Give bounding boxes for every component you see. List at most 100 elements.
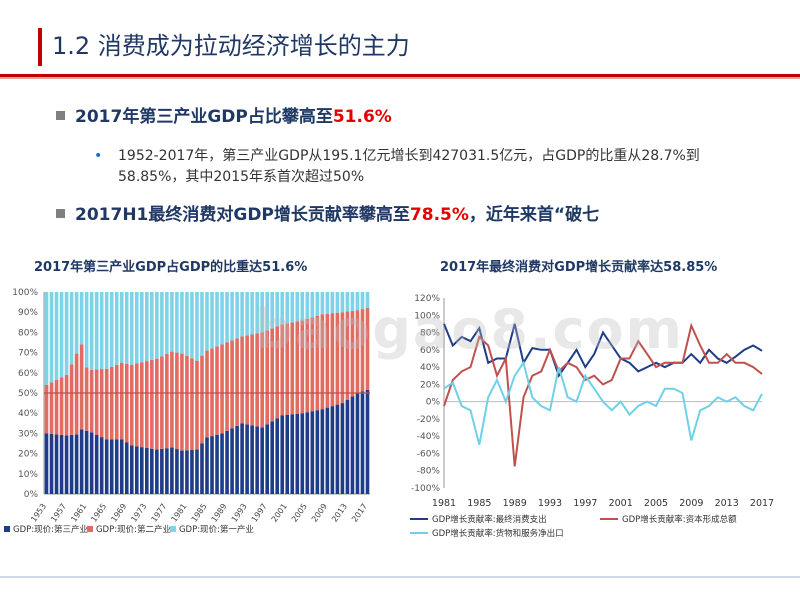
bar-secondary [280, 324, 285, 416]
title-accent-bar [38, 28, 42, 66]
y-tick-label: -100% [411, 484, 440, 494]
bar-secondary [79, 344, 84, 430]
legend-swatch [4, 526, 10, 532]
bar-primary [129, 292, 134, 365]
bar-secondary [205, 350, 209, 438]
bar-tertiary [44, 433, 49, 494]
bar-tertiary [94, 434, 99, 494]
y-tick-label: -60% [417, 449, 441, 459]
bar-tertiary [310, 411, 315, 494]
bar-tertiary [235, 425, 239, 494]
bar-secondary [350, 310, 355, 397]
bar-secondary [145, 361, 149, 448]
bar-primary [155, 292, 159, 359]
bar-primary [205, 292, 209, 351]
bar-primary [99, 292, 104, 370]
y-tick-label: 90% [18, 308, 38, 318]
y-tick-label: 60% [18, 369, 38, 379]
bar-secondary [139, 362, 144, 448]
bar-primary [345, 292, 350, 312]
bar-primary [240, 292, 244, 337]
bar-secondary [59, 377, 64, 435]
bar-secondary [129, 364, 134, 446]
x-tick-label: 2001 [609, 498, 633, 509]
bar-secondary [345, 311, 350, 400]
legend-label: GDP增长贡献率:货物和服务净出口 [432, 528, 564, 539]
line-capital-formation [443, 322, 763, 467]
bar-primary [230, 292, 234, 341]
bar-tertiary [200, 443, 204, 494]
bar-secondary [315, 315, 320, 411]
bar-secondary [124, 363, 129, 443]
bar-tertiary [295, 413, 300, 494]
bar-tertiary [345, 399, 350, 494]
bullet-3: 2017H1最终消费对GDP增长贡献率攀高至78.5%，近年来首“破七 [56, 200, 599, 225]
line-final-consumption [443, 323, 763, 378]
bar-primary [119, 292, 124, 363]
bar-tertiary [109, 439, 114, 494]
y-tick-label: -80% [417, 467, 441, 477]
x-tick-label: 1961 [69, 502, 88, 524]
bar-tertiary [134, 446, 139, 494]
bar-tertiary [79, 429, 84, 494]
bar-tertiary [145, 447, 149, 494]
x-tick-label: 2013 [715, 498, 739, 509]
bar-secondary [94, 369, 99, 435]
bar-tertiary [49, 433, 54, 494]
bar-secondary [365, 307, 370, 390]
bar-primary [315, 292, 320, 316]
bar-secondary [285, 323, 290, 415]
bullet-3-highlight: 78.5% [409, 205, 469, 225]
bar-primary [69, 292, 74, 365]
bar-secondary [74, 353, 79, 435]
y-tick-label: 20% [18, 450, 38, 460]
bar-primary [150, 292, 154, 360]
bar-tertiary [245, 424, 249, 494]
bar-secondary [295, 321, 300, 414]
left-chart-stacked-bars: 0% 10% 20% 30% 40% 50% 60% 70% 80% 90% 100% 1953 195… [4, 288, 370, 535]
bar-secondary [325, 313, 330, 408]
bar-primary [210, 292, 214, 349]
bar-secondary [260, 332, 264, 428]
bar-primary [310, 292, 315, 318]
bullet-2: • 1952-2017年，第三产业GDP从195.1亿元增长到427031.5亿… [94, 146, 758, 188]
bar-secondary [160, 356, 164, 449]
x-tick-label: 1973 [129, 502, 148, 524]
bar-primary [139, 292, 144, 363]
line-net-exports [443, 360, 763, 446]
x-tick-label: 1965 [89, 502, 108, 524]
bar-primary [220, 292, 224, 345]
bar-primary [360, 292, 365, 310]
x-tick-label: 1997 [250, 502, 269, 524]
bar-tertiary [255, 426, 259, 494]
bar-primary [355, 292, 360, 311]
legend-swatch [169, 526, 176, 532]
y-tick-label: 30% [18, 429, 38, 439]
bar-primary [64, 292, 69, 375]
bar-primary [305, 292, 310, 319]
x-tick-label: 2017 [750, 498, 774, 509]
square-bullet-icon [56, 209, 65, 218]
bar-primary [185, 292, 189, 356]
x-tick-label: 1981 [432, 498, 456, 509]
bar-tertiary [225, 430, 229, 494]
bar-tertiary [119, 439, 124, 494]
y-tick-label: 10% [18, 470, 38, 480]
bar-tertiary [365, 389, 370, 494]
bar-tertiary [59, 434, 64, 494]
bullet-3-text: 2017H1最终消费对GDP增长贡献率攀高至 [75, 205, 410, 225]
legend-label: GDP:现价:第二产业 [96, 524, 171, 535]
bar-secondary [175, 352, 179, 450]
bar-secondary [265, 330, 269, 425]
bar-primary [89, 292, 94, 370]
bar-primary [235, 292, 239, 339]
dot-bullet-icon: • [94, 148, 103, 164]
bar-primary [195, 292, 199, 361]
bar-secondary [165, 353, 169, 449]
x-tick-label: 2009 [310, 502, 329, 524]
bar-secondary [230, 340, 234, 429]
bar-tertiary [315, 410, 320, 494]
bar-tertiary [230, 428, 234, 494]
bar-tertiary [215, 434, 219, 494]
bar-primary [175, 292, 179, 353]
